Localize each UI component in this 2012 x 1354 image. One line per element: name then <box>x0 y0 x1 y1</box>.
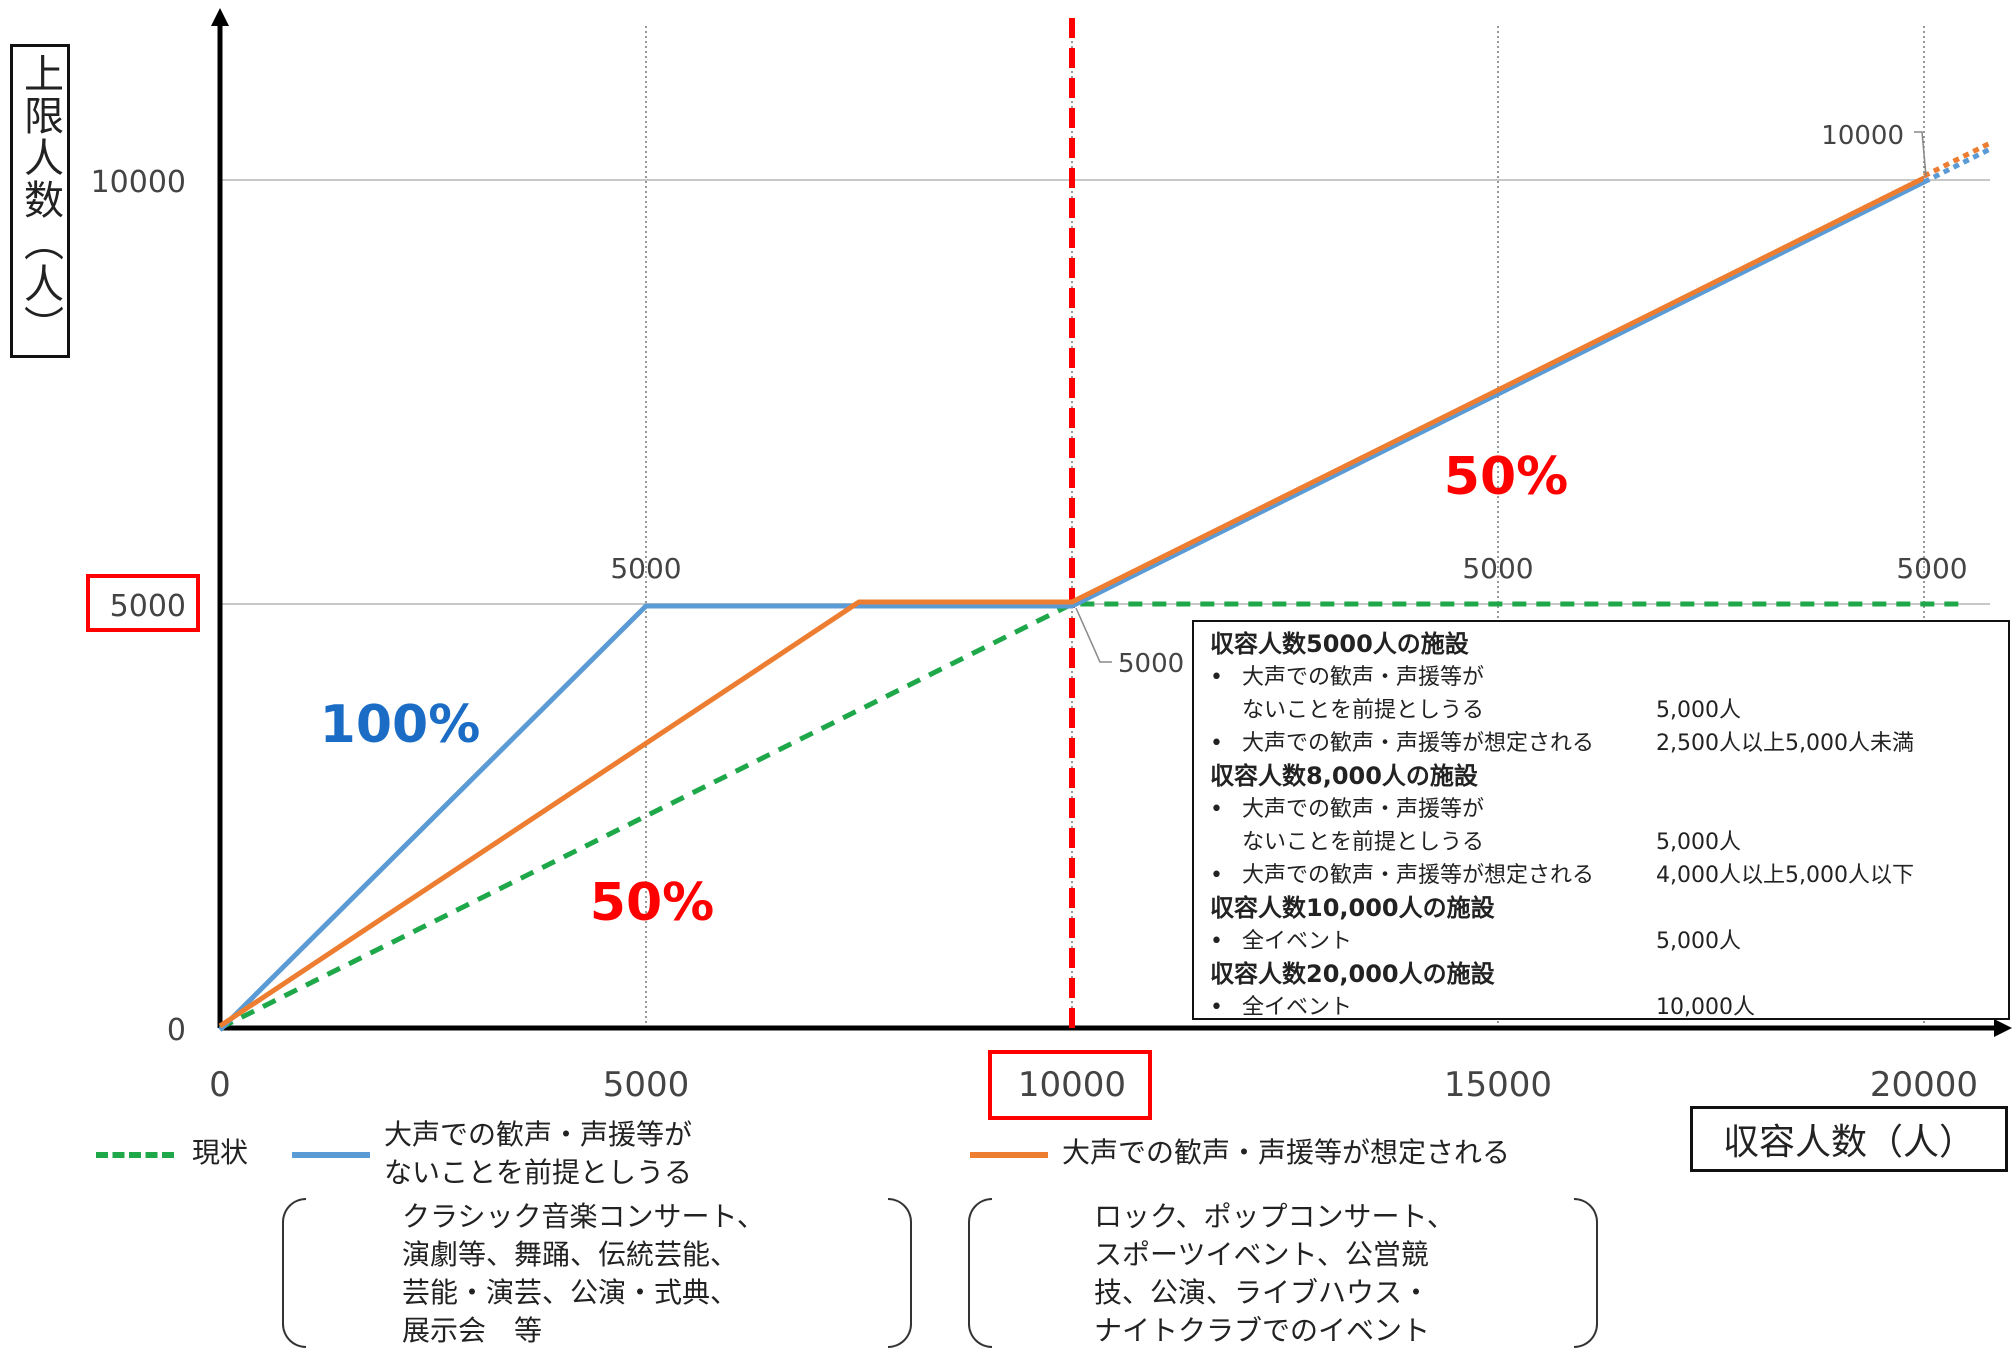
legend-blue-swatch <box>292 1152 370 1158</box>
y-tick-label: 0 <box>167 1013 186 1048</box>
facility-8000-row-1: • 大声での歓声・声援等が <box>1210 793 1992 826</box>
legend-current-label: 現状 <box>192 1136 249 1169</box>
x-tick-label: 20000 <box>1870 1065 1978 1105</box>
row-label: 全イベント <box>1242 995 1353 1020</box>
legend-blue-label-line1: 大声での歓声・声援等が <box>384 1118 693 1151</box>
right-bracket <box>888 1198 912 1348</box>
x-tick-label: 15000 <box>1444 1065 1552 1105</box>
legend-blue: 大声での歓声・声援等が ないことを前提としうる <box>292 1116 772 1192</box>
y-axis-arrow <box>211 8 229 26</box>
note-line: 芸能・演芸、公演・式典、 <box>402 1276 739 1309</box>
row-label: 大声での歓声・声援等が想定される <box>1242 863 1595 888</box>
legend-current: 現状 <box>96 1116 276 1192</box>
note-orange-events: ロック、ポップコンサート、 スポーツイベント、公営競 技、公演、ライブハウス・ … <box>968 1198 1598 1352</box>
note-line: 演劇等、舞踊、伝統芸能、 <box>402 1238 739 1271</box>
facility-10000-row-1: • 全イベント 5,000人 <box>1210 925 1992 958</box>
data-label-5000: 5000 <box>610 552 681 585</box>
bullet: • <box>1210 929 1223 954</box>
right-bracket <box>1574 1198 1598 1348</box>
row-value: 5,000人 <box>1656 698 1741 723</box>
row-label: 大声での歓声・声援等が <box>1242 665 1485 690</box>
data-label-20000: 5000 <box>1896 552 1967 585</box>
y-5000-highlight-box <box>86 574 200 632</box>
note-text: クラシック音楽コンサート、 演劇等、舞踊、伝統芸能、 芸能・演芸、公演・式典、 … <box>402 1198 765 1350</box>
note-line: スポーツイベント、公営競 <box>1094 1238 1429 1271</box>
leader-line-20000 <box>1914 131 1927 177</box>
legend-orange: 大声での歓声・声援等が想定される <box>970 1116 1610 1192</box>
leader-line-10000 <box>1075 607 1112 663</box>
bullet: • <box>1210 665 1223 690</box>
note-line: ナイトクラブでのイベント <box>1094 1314 1431 1347</box>
note-line: 展示会 等 <box>402 1314 543 1347</box>
legend-orange-label: 大声での歓声・声援等が想定される <box>1062 1136 1511 1169</box>
data-label-10000: 5000 <box>1118 649 1184 679</box>
row-label: ないことを前提としうる <box>1242 830 1485 855</box>
facility-20000-row-1: • 全イベント 10,000人 <box>1210 991 1992 1024</box>
series-orange-line <box>218 175 1926 1029</box>
left-bracket <box>282 1198 306 1348</box>
legend-blue-label-line2: ないことを前提としうる <box>384 1156 693 1189</box>
y-tick-label: 5000 <box>110 589 186 624</box>
note-text: ロック、ポップコンサート、 スポーツイベント、公営競 技、公演、ライブハウス・ … <box>1094 1198 1455 1350</box>
x-axis-title-text: 収容人数（人） <box>1722 1122 1975 1163</box>
pct-100-label: 100% <box>320 695 481 755</box>
row-value: 5,000人 <box>1656 830 1741 855</box>
x-axis-title: 収容人数（人） <box>1690 1106 2008 1172</box>
series-current-line <box>218 601 1967 1031</box>
pct-50-low-label: 50% <box>590 873 714 933</box>
bullet: • <box>1210 797 1223 822</box>
x-tick-label: 5000 <box>603 1065 690 1105</box>
series-blue-extension <box>1922 145 1994 185</box>
facility-5000-row-1b: ないことを前提としうる 5,000人 <box>1210 694 1992 727</box>
row-label: ないことを前提としうる <box>1242 698 1485 723</box>
facility-8000-row-2: • 大声での歓声・声援等が想定される 4,000人以上5,000人以下 <box>1210 859 1992 892</box>
bullet: • <box>1210 995 1223 1020</box>
facility-5000-title: 収容人数5000人の施設 <box>1210 630 1469 658</box>
x-10000-highlight-box <box>988 1050 1152 1120</box>
y-axis-title-text: 上限人数（人） <box>17 53 63 347</box>
row-value: 4,000人以上5,000人以下 <box>1656 863 1914 888</box>
note-line: クラシック音楽コンサート、 <box>402 1200 765 1233</box>
note-line: ロック、ポップコンサート、 <box>1094 1200 1455 1233</box>
data-label-15000: 5000 <box>1462 552 1533 585</box>
row-value: 2,500人以上5,000人未満 <box>1656 731 1914 756</box>
facility-8000-row-1b: ないことを前提としうる 5,000人 <box>1210 826 1992 859</box>
y-tick-label: 10000 <box>91 165 186 200</box>
left-bracket <box>968 1198 992 1348</box>
x-axis-arrow <box>1994 1019 2012 1037</box>
note-blue-events: クラシック音楽コンサート、 演劇等、舞踊、伝統芸能、 芸能・演芸、公演・式典、 … <box>282 1198 912 1352</box>
x-tick-label: 0 <box>209 1065 231 1105</box>
row-value: 10,000人 <box>1656 995 1755 1020</box>
facility-5000-row-2: • 大声での歓声・声援等が想定される 2,500人以上5,000人未満 <box>1210 727 1992 760</box>
legend-orange-swatch <box>970 1152 1048 1158</box>
bullet: • <box>1210 863 1223 888</box>
facility-info-box: 収容人数5000人の施設 • 大声での歓声・声援等が ないことを前提としうる 5… <box>1192 620 2010 1020</box>
pct-50-high-label: 50% <box>1444 447 1568 507</box>
legend-current-swatch <box>96 1152 174 1158</box>
x-tick-label: 10000 <box>1018 1065 1126 1105</box>
facility-8000-title: 収容人数8,000人の施設 <box>1210 762 1478 790</box>
row-label: 大声での歓声・声援等が <box>1242 797 1485 822</box>
row-label: 大声での歓声・声援等が想定される <box>1242 731 1595 756</box>
row-value: 5,000人 <box>1656 929 1741 954</box>
y-axis-title: 上限人数（人） <box>10 44 70 358</box>
note-line: 技、公演、ライブハウス・ <box>1094 1276 1431 1309</box>
facility-10000-title: 収容人数10,000人の施設 <box>1210 894 1495 922</box>
bullet: • <box>1210 731 1223 756</box>
facility-5000-row-1: • 大声での歓声・声援等が <box>1210 661 1992 694</box>
data-label-10000-at-20000: 10000 <box>1821 121 1904 151</box>
series-blue-line <box>218 179 1926 1032</box>
row-label: 全イベント <box>1242 929 1353 954</box>
facility-20000-title: 収容人数20,000人の施設 <box>1210 960 1495 988</box>
series-orange-extension <box>1922 139 1994 179</box>
